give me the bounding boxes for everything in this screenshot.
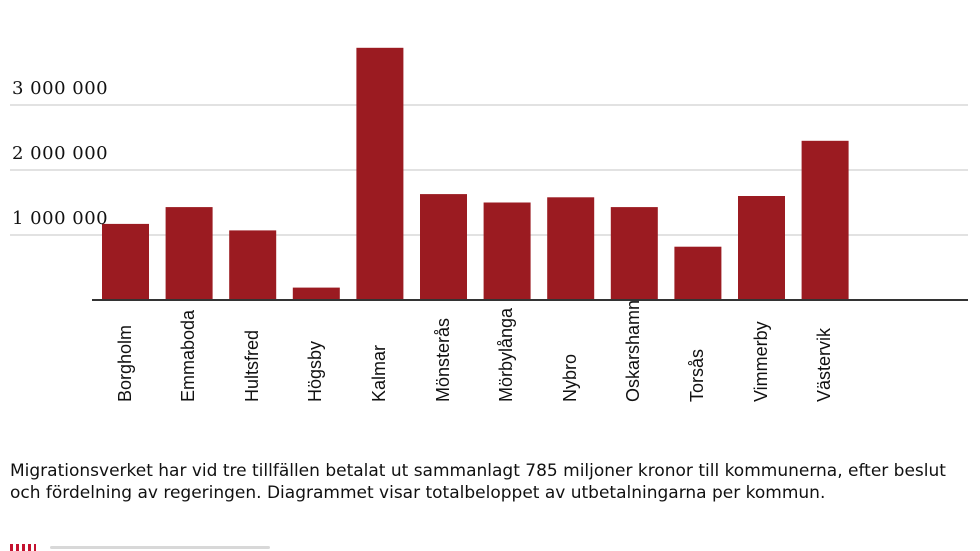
y-tick-label: 3 000 000 (12, 78, 109, 99)
x-category-label: Torsås (686, 348, 707, 402)
bar-nybro (547, 197, 595, 300)
x-category-label: Västervik (814, 327, 835, 402)
bar-torsås (674, 246, 722, 300)
x-category-label: Oskarshamn (623, 299, 644, 402)
bar-högsby (292, 287, 340, 300)
y-tick-label: 1 000 000 (12, 208, 109, 229)
x-category-label: Borgholm (114, 324, 135, 402)
bar-mönsterås (420, 194, 467, 300)
bar-chart: 1 000 000 2 000 000 3 000 000 Borgholm Emma… (10, 47, 968, 402)
x-category-label: Nybro (559, 353, 580, 402)
source-text-cropped (50, 546, 270, 549)
chart-canvas (10, 47, 968, 301)
bar-kalmar (356, 47, 404, 300)
bar-västervik (801, 140, 849, 301)
x-category-label: Mönsterås (432, 317, 453, 402)
x-category-label: Kalmar (368, 344, 389, 402)
bar-oskarshamn (610, 207, 658, 300)
bar-mörbylånga (483, 202, 531, 300)
bar-vimmerby (738, 196, 785, 300)
x-category-label: Mörbylånga (496, 307, 517, 402)
x-category-label: Emmaboda (178, 309, 199, 402)
y-tick-label: 2 000 000 (12, 143, 109, 164)
x-category-label: Högsby (305, 340, 326, 402)
chart-caption: Migrationsverket har vid tre tillfällen … (10, 461, 946, 503)
brand-logo-icon (10, 544, 36, 551)
bar-borgholm (102, 223, 149, 300)
source-footer (10, 544, 270, 551)
bar-emmaboda (165, 207, 213, 300)
bar-hultsfred (229, 230, 277, 300)
x-category-label: Hultsfred (241, 329, 262, 402)
x-category-label: Vimmerby (750, 321, 771, 402)
